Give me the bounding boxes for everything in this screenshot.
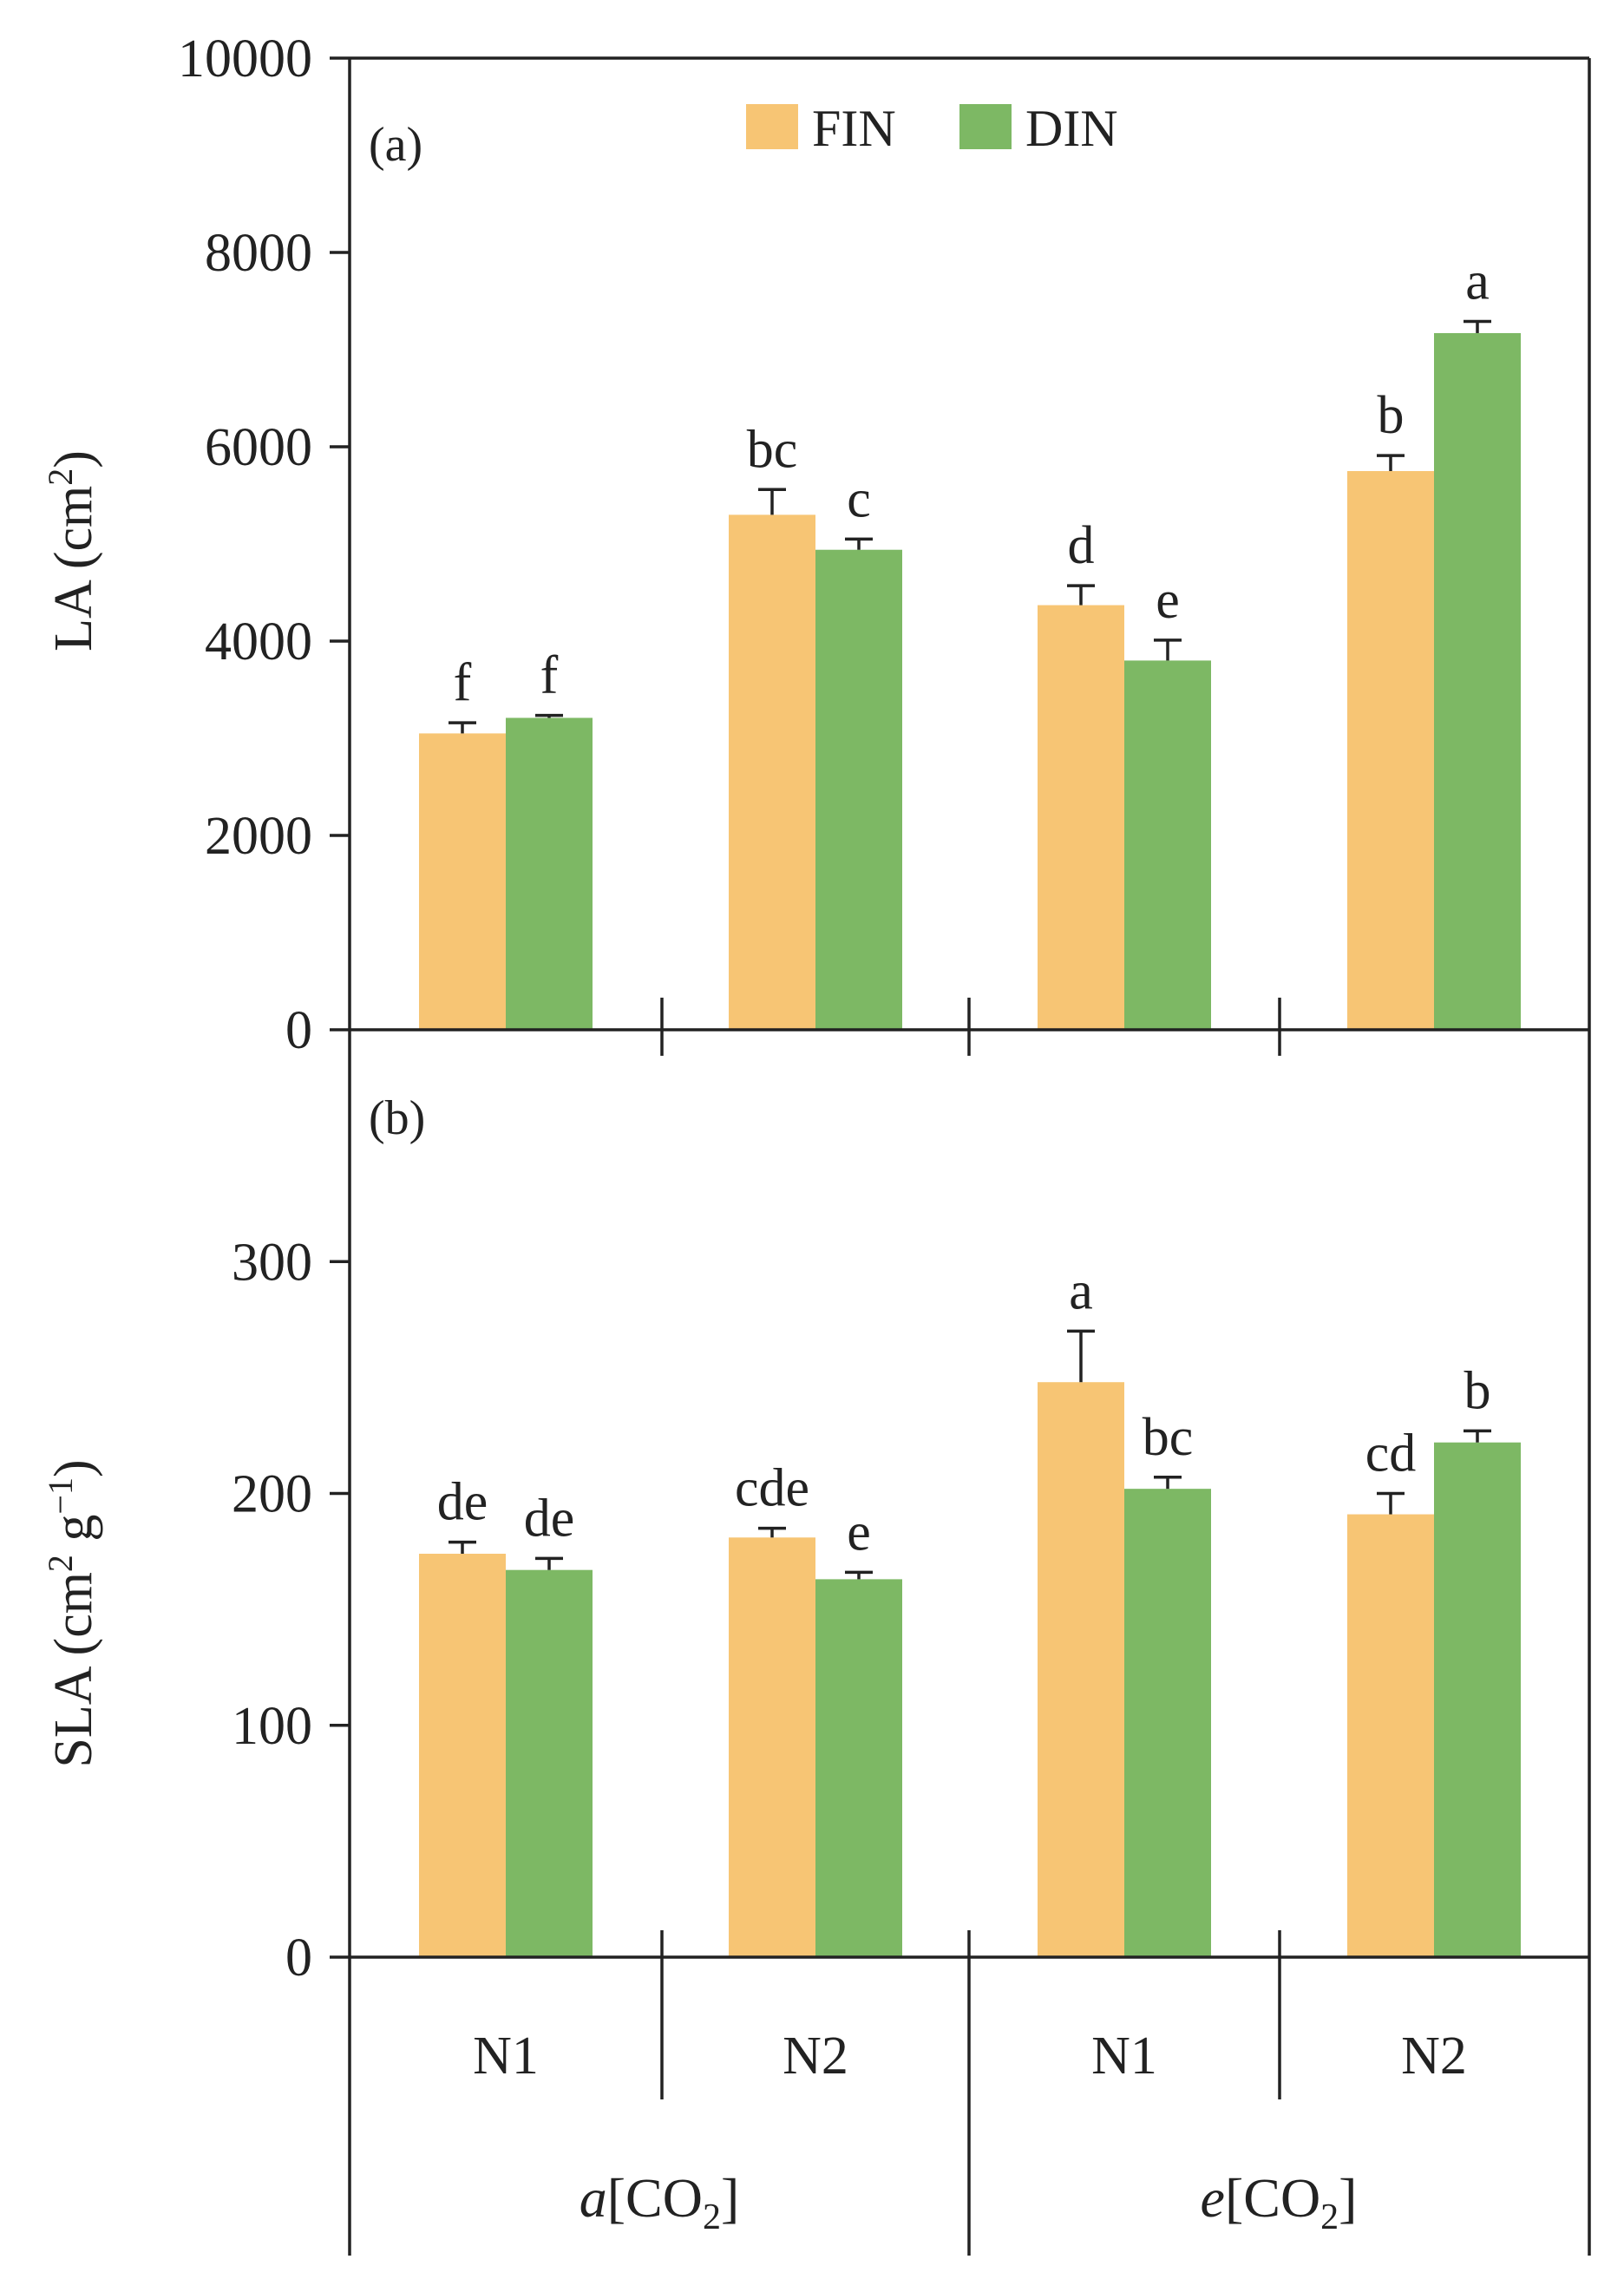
y-tick-label: 4000: [205, 612, 312, 671]
x-category-label: N2: [1401, 2027, 1467, 2086]
bar-din: [1434, 332, 1521, 1031]
bar-fin: [1347, 1514, 1434, 1957]
bar-din: [815, 549, 902, 1030]
significance-letter: b: [1378, 386, 1405, 445]
panel-a-y-axis-title: LA (cm2): [41, 450, 103, 652]
legend-label-din: DIN: [1025, 100, 1118, 157]
significance-letter: e: [1156, 571, 1180, 630]
significance-letter: cd: [1365, 1424, 1417, 1483]
y-tick-label: 100: [232, 1697, 312, 1756]
significance-letter: de: [437, 1473, 488, 1532]
x-category-label: N1: [1091, 2027, 1157, 2086]
significance-letter: bc: [1143, 1408, 1194, 1467]
bar-din: [815, 1579, 902, 1957]
significance-letter: cde: [735, 1459, 809, 1518]
significance-letter: b: [1464, 1361, 1491, 1420]
y-tick-label: 10000: [178, 29, 312, 88]
x-axis-groups: a[CO2] e[CO2]: [580, 2167, 1358, 2237]
group-label-ambient-co2: a[CO2]: [580, 2167, 740, 2237]
significance-letter: a: [1069, 1261, 1093, 1320]
y-tick-label: 300: [232, 1233, 312, 1292]
significance-letter: bc: [747, 420, 798, 479]
bar-din: [1124, 660, 1211, 1030]
significance-letter: e: [847, 1503, 871, 1562]
panel-b-label: (b): [369, 1091, 425, 1145]
bar-fin: [419, 733, 506, 1030]
bar-fin: [1347, 471, 1434, 1030]
bar-fin: [729, 514, 815, 1030]
legend-swatch-fin: [746, 104, 798, 149]
group-label-elevated-co2: e[CO2]: [1201, 2167, 1358, 2237]
bar-fin: [419, 1553, 506, 1957]
bar-fin: [729, 1537, 815, 1957]
panel-a-label: (a): [369, 118, 422, 172]
panel-b-sla-chart: de cde a cd de e bc b 0 100 200 300 (b) SLA (cm2 g…: [41, 1091, 1521, 1988]
panel-a-la-chart: f bc d b f c e a 0 2000 4000 6000 8000 10000 (a) LA …: [41, 29, 1521, 1060]
legend-swatch-din: [959, 104, 1012, 149]
y-tick-label: 0: [285, 1001, 312, 1060]
axes-frame: [348, 56, 1591, 2256]
bar-fin: [1038, 1382, 1124, 1957]
panel-b-y-axis-title: SLA (cm2 g−1): [41, 1459, 103, 1767]
y-tick-label: 200: [232, 1465, 312, 1524]
legend: FIN DIN: [746, 100, 1118, 157]
x-axis-categories: N1 N2 N1 N2: [473, 2027, 1467, 2086]
significance-letter: d: [1068, 516, 1095, 575]
x-category-label: N1: [473, 2027, 539, 2086]
bar-din: [506, 1569, 593, 1957]
bar-din: [1124, 1489, 1211, 1957]
significance-letter: f: [454, 653, 472, 712]
significance-letter: c: [847, 469, 871, 528]
significance-letter: f: [540, 646, 559, 705]
significance-letter: de: [524, 1489, 575, 1548]
bar-din: [1434, 1442, 1521, 1957]
y-tick-label: 0: [285, 1929, 312, 1988]
y-tick-label: 6000: [205, 418, 312, 477]
y-tick-label: 8000: [205, 224, 312, 283]
y-tick-label: 2000: [205, 807, 312, 866]
significance-letter: a: [1465, 252, 1490, 311]
bar-din: [506, 717, 593, 1030]
bar-fin: [1038, 605, 1124, 1030]
legend-label-fin: FIN: [812, 100, 896, 157]
x-category-label: N2: [783, 2027, 848, 2086]
